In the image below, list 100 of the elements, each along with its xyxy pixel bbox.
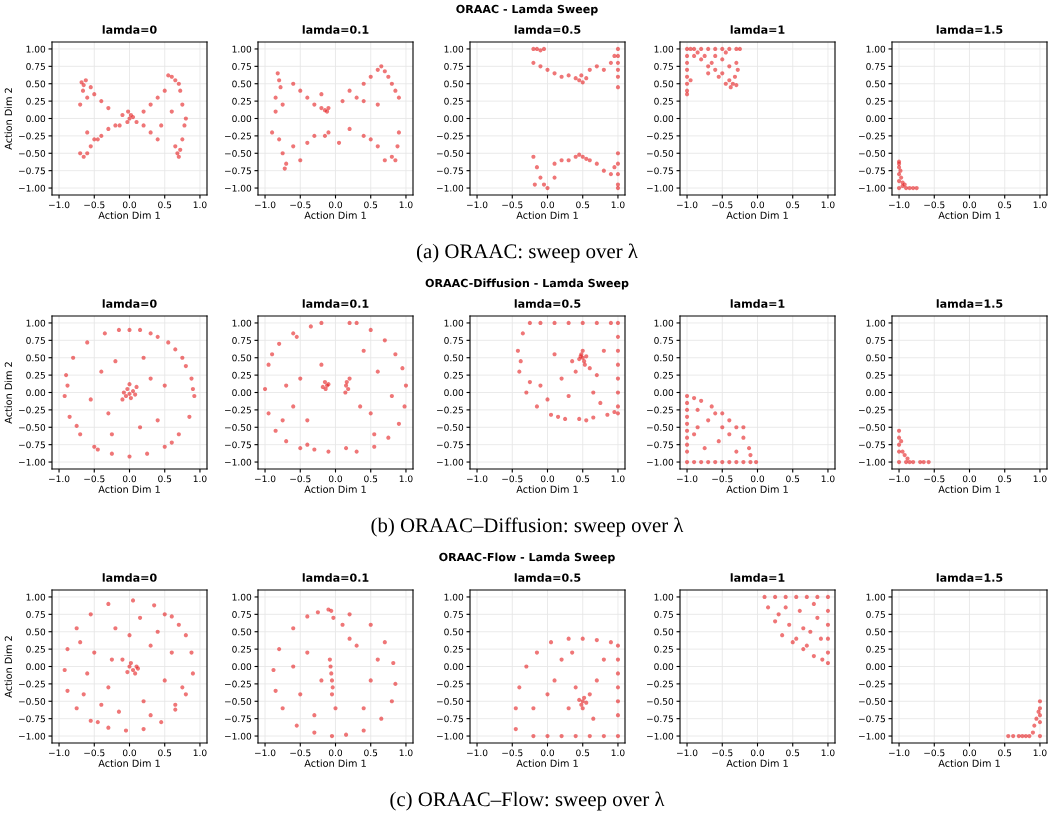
point xyxy=(692,432,697,437)
point xyxy=(393,158,398,163)
y-tick-label: 0.25 xyxy=(26,645,45,653)
y-tick-label: −1.00 xyxy=(647,458,674,466)
point xyxy=(713,67,718,72)
point xyxy=(145,451,150,456)
x-tick-label: 1.0 xyxy=(611,749,625,757)
x-tick-label: −1.0 xyxy=(677,749,698,757)
point xyxy=(62,393,67,399)
point xyxy=(748,459,753,465)
y-tick-label: −0.50 xyxy=(19,698,46,705)
point xyxy=(137,615,143,620)
point xyxy=(716,74,721,79)
point xyxy=(183,363,188,369)
point xyxy=(545,185,550,191)
x-tick-label: −0.5 xyxy=(290,475,311,483)
x-axis-title: Action Dim 1 xyxy=(516,211,578,219)
point xyxy=(532,182,537,187)
y-tick-label: 0.00 xyxy=(866,663,886,671)
point xyxy=(92,444,97,449)
point xyxy=(783,594,788,600)
x-tick-label: 1.0 xyxy=(193,475,207,483)
point xyxy=(162,88,167,93)
y-tick-label: −0.50 xyxy=(19,424,46,431)
point xyxy=(727,418,732,423)
point xyxy=(386,435,391,440)
point xyxy=(354,320,359,326)
x-tick-label: 0.0 xyxy=(540,201,555,209)
point xyxy=(615,713,621,718)
point xyxy=(74,423,79,428)
point xyxy=(71,355,76,360)
point xyxy=(284,161,289,166)
point xyxy=(615,657,621,662)
point xyxy=(612,53,617,58)
point xyxy=(379,64,384,69)
point xyxy=(162,612,167,617)
point xyxy=(594,161,599,166)
point xyxy=(896,172,902,177)
point xyxy=(684,459,690,465)
y-tick-label: 0.50 xyxy=(444,628,464,636)
point xyxy=(183,692,188,697)
point xyxy=(312,133,317,138)
point xyxy=(159,720,164,725)
point xyxy=(85,671,90,676)
y-tick-label: 0.00 xyxy=(232,389,252,397)
point xyxy=(347,126,352,132)
x-tick-label: 1.0 xyxy=(193,749,207,757)
point xyxy=(80,88,86,93)
point xyxy=(155,629,160,634)
y-tick-label: −0.50 xyxy=(647,150,674,157)
point xyxy=(298,376,303,381)
point xyxy=(896,442,902,447)
y-tick-label: 0.75 xyxy=(232,611,251,618)
point xyxy=(918,459,923,465)
point xyxy=(545,733,550,739)
point xyxy=(612,165,617,170)
point xyxy=(684,393,690,399)
y-tick-label: 1.00 xyxy=(444,319,464,327)
point xyxy=(361,348,366,353)
point xyxy=(368,137,373,142)
point xyxy=(577,152,582,157)
point xyxy=(169,109,174,114)
point xyxy=(78,432,83,437)
point xyxy=(180,355,185,360)
point xyxy=(615,172,621,177)
point xyxy=(175,151,180,156)
point xyxy=(552,161,557,166)
x-axis-title: Action Dim 1 xyxy=(726,759,788,767)
point xyxy=(176,622,181,627)
point xyxy=(534,46,540,52)
point xyxy=(78,640,83,645)
point xyxy=(706,71,711,76)
point xyxy=(280,706,285,711)
chart-title: lamda=0.5 xyxy=(514,25,581,34)
y-tick-label: 0.50 xyxy=(232,354,252,362)
point xyxy=(587,158,592,163)
point xyxy=(608,172,613,177)
y-tick-label: −0.75 xyxy=(647,167,673,175)
y-tick-label: −0.25 xyxy=(437,132,463,140)
point xyxy=(106,411,111,416)
point xyxy=(582,359,587,364)
point xyxy=(615,733,621,739)
point xyxy=(375,144,380,149)
point xyxy=(1016,733,1021,739)
point xyxy=(270,352,275,357)
point xyxy=(559,158,564,163)
point xyxy=(298,692,303,697)
point xyxy=(1037,720,1043,725)
y-tick-label: −1.00 xyxy=(647,732,674,740)
y-tick-label: −0.25 xyxy=(437,406,463,414)
point xyxy=(713,459,718,465)
point xyxy=(896,449,902,454)
point xyxy=(99,133,104,138)
y-tick-label: 0.50 xyxy=(444,354,464,362)
point xyxy=(737,46,742,52)
chart-title: lamda=0 xyxy=(102,299,157,308)
point xyxy=(573,76,578,81)
point xyxy=(125,669,130,675)
point xyxy=(169,614,174,619)
y-tick-label: −0.25 xyxy=(19,680,45,688)
